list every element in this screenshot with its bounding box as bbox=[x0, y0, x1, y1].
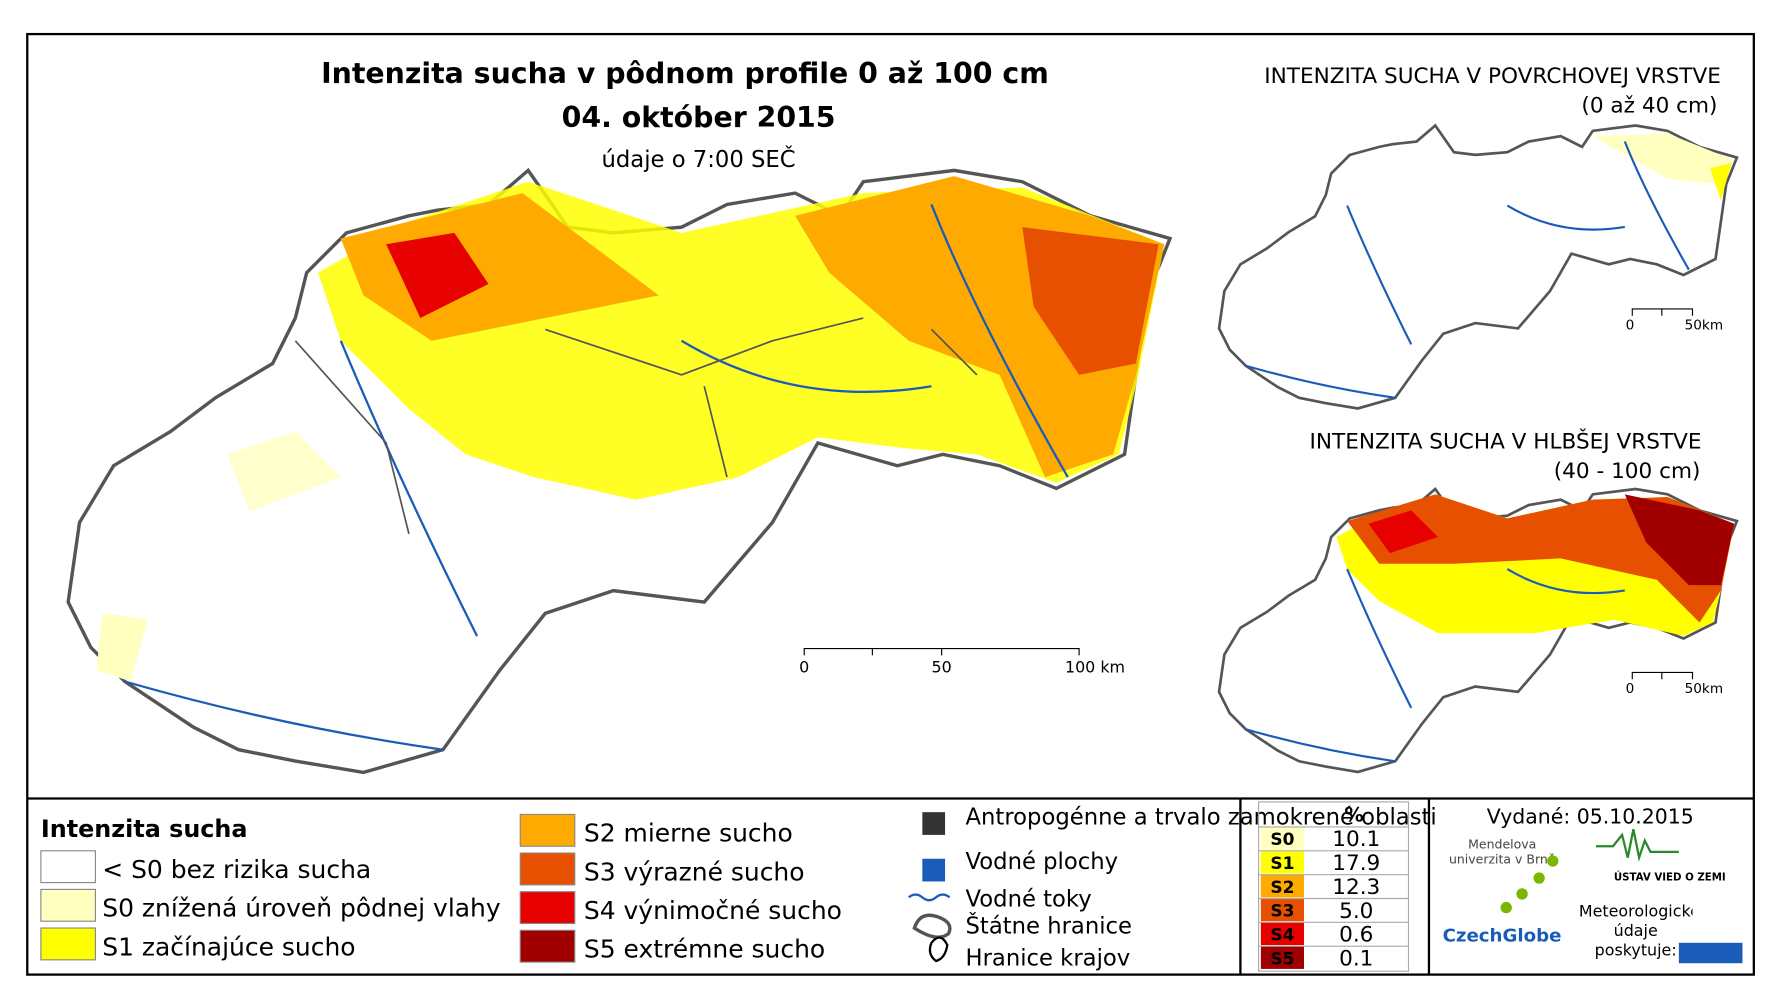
table-value: 5.0 bbox=[1339, 899, 1373, 924]
legend-label: S4 výnimočné sucho bbox=[584, 896, 842, 925]
legend-title: Intenzita sucha bbox=[41, 815, 248, 843]
table-class: S5 bbox=[1270, 949, 1294, 969]
table-class: S2 bbox=[1270, 878, 1294, 898]
logo-wave bbox=[1595, 828, 1679, 863]
logo-shmu bbox=[1678, 942, 1743, 964]
legend-label: S1 začínajúce sucho bbox=[102, 932, 355, 961]
legend-swatch bbox=[519, 852, 576, 886]
table-value: 12.3 bbox=[1332, 875, 1380, 900]
layer-label: Vodné toky bbox=[966, 886, 1092, 912]
logo-dots bbox=[1500, 855, 1559, 914]
legend-swatch bbox=[519, 813, 576, 847]
inset-scale-label: 0 bbox=[1626, 681, 1635, 697]
provider: Meteorologické údaje poskytuje: bbox=[1578, 903, 1693, 960]
table-value: 17.9 bbox=[1332, 851, 1380, 876]
title: Intenzita sucha v pôdnom profile 0 až 10… bbox=[321, 57, 1049, 90]
layer-label: Hranice krajov bbox=[966, 946, 1131, 972]
org-name: Mendelova univerzita v Brně bbox=[1448, 837, 1556, 867]
table-class: S3 bbox=[1270, 902, 1294, 922]
legend-label: S2 mierne sucho bbox=[584, 819, 793, 848]
legend-swatch bbox=[519, 929, 576, 963]
scale-label: 0 bbox=[799, 657, 809, 676]
legend-swatch bbox=[519, 891, 576, 925]
table-cell bbox=[1260, 922, 1305, 946]
table-value: 0.6 bbox=[1339, 923, 1373, 948]
table-cell bbox=[1260, 946, 1305, 969]
legend-label: S3 výrazné sucho bbox=[584, 857, 805, 886]
date: 04. október 2015 bbox=[562, 101, 836, 134]
issued: Vydané: 05.10.2015 bbox=[1487, 805, 1694, 829]
table-cell bbox=[1260, 826, 1305, 850]
legend-swatch bbox=[40, 927, 96, 961]
table-header: % bbox=[1344, 803, 1363, 826]
table-value: 0.1 bbox=[1339, 947, 1373, 972]
org-logo: CzechGlobe bbox=[1443, 926, 1562, 947]
table-border bbox=[1258, 801, 1410, 972]
table-value: 10.1 bbox=[1332, 827, 1380, 852]
legend: < S0 bez rizika sucha S0 znížená úroveň p… bbox=[40, 813, 842, 964]
inset-subtitle: (40 - 100 cm) bbox=[1554, 459, 1701, 484]
scale-label: 50 bbox=[932, 657, 952, 676]
inset-scale-label: 0 bbox=[1626, 317, 1635, 333]
inset-scale-bar bbox=[1631, 308, 1694, 316]
scale-label: 100 km bbox=[1065, 657, 1125, 676]
inset-title: INTENZITA SUCHA V POVRCHOVEJ VRSTVE bbox=[1264, 64, 1721, 89]
layer-label: Vodné plochy bbox=[966, 849, 1119, 875]
inset-map-surface bbox=[1217, 124, 1739, 410]
table-class: S0 bbox=[1270, 830, 1294, 850]
table-cell bbox=[1260, 874, 1305, 898]
table-class: S4 bbox=[1270, 926, 1294, 946]
legend-label: < S0 bez rizika sucha bbox=[102, 855, 371, 884]
stats-table: S0 10.1 S1 17.9 S2 12.3 S3 5.0 S4 0.6 S5 0.1 bbox=[1258, 801, 1410, 972]
inset-title: INTENZITA SUCHA V HLBŠEJ VRSTVE bbox=[1310, 429, 1702, 455]
table-class: S1 bbox=[1270, 854, 1294, 874]
legend-label: S5 extrémne sucho bbox=[584, 935, 825, 964]
org-logo: ÚSTAV VIED O ZEMI bbox=[1614, 870, 1726, 883]
scale-bar bbox=[803, 648, 1080, 656]
legend-label: S0 znížená úroveň pôdnej vlahy bbox=[102, 894, 501, 923]
inset-scale-bar bbox=[1631, 671, 1694, 680]
table-cell bbox=[1260, 898, 1305, 922]
legend-swatch bbox=[40, 850, 96, 884]
legend-swatch bbox=[40, 888, 96, 922]
inset-map-deep bbox=[1217, 487, 1739, 774]
main-map bbox=[66, 168, 1172, 775]
table-cell bbox=[1260, 850, 1305, 874]
inset-scale-label: 50km bbox=[1685, 317, 1724, 333]
inset-subtitle: (0 až 40 cm) bbox=[1581, 93, 1717, 118]
layer-legend: Antropogénne a trvalo zamokrené oblasti … bbox=[907, 805, 1437, 972]
inset-scale-label: 50km bbox=[1685, 681, 1724, 697]
subtitle: údaje o 7:00 SEČ bbox=[602, 145, 796, 173]
layer-label: Antropogénne a trvalo zamokrené oblasti bbox=[966, 805, 1437, 831]
layer-label: Štátne hranice bbox=[966, 912, 1132, 940]
